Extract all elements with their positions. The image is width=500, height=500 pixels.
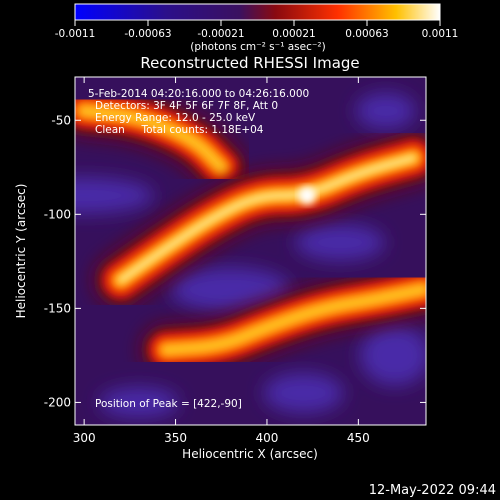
y-tick-label: -150: [44, 301, 71, 315]
emission-ridge: [93, 130, 426, 308]
y-tick-label: -50: [51, 113, 71, 127]
y-axis-ticks: -50 -100 -150 -200: [44, 113, 426, 409]
ridge-layer: [160, 283, 426, 356]
colorbar-tick-label: -0.0011: [55, 28, 96, 40]
plot-frame: [74, 76, 427, 426]
ridge-layer: [118, 155, 416, 283]
x-axis-label: Heliocentric X (arcsec): [182, 447, 318, 461]
x-axis-ticks: 300 350 400 450: [73, 77, 370, 445]
x-tick-label: 300: [73, 431, 96, 445]
x-tick-label: 350: [164, 431, 187, 445]
colorbar-ticks: -0.0011 -0.00063 -0.00021 0.00021 0.00063 0.0…: [55, 20, 459, 40]
negative-region: [295, 224, 386, 261]
overlay-line-detectors: Detectors: 3F 4F 5F 6F 7F 8F, Att 0: [95, 100, 278, 112]
chart-title: Reconstructed RHESSI Image: [140, 54, 359, 72]
negative-regions: [75, 92, 426, 418]
overlay-info: 5-Feb-2014 04:20:16.000 to 04:26:16.000 …: [88, 88, 309, 410]
negative-region: [98, 387, 179, 418]
heatmap-image: [75, 77, 426, 425]
colorbar-tick-label: 0.00063: [345, 28, 388, 40]
negative-region: [170, 267, 291, 312]
x-tick-label: 400: [256, 431, 279, 445]
overlay-line-time: 5-Feb-2014 04:20:16.000 to 04:26:16.000: [88, 88, 309, 100]
y-axis-label: Heliocentric Y (arcsec): [14, 184, 28, 319]
overlay-line-energy: Energy Range: 12.0 - 25.0 keV: [95, 112, 256, 124]
negative-region: [75, 177, 155, 214]
colorbar-tick-label: 0.0011: [422, 28, 459, 40]
negative-region: [263, 373, 344, 414]
colorbar: [74, 3, 441, 21]
peak-position-label: Position of Peak = [422,-90]: [95, 398, 242, 410]
colorbar-tick-label: -0.00021: [197, 28, 244, 40]
colorbar-tick-label: 0.00021: [272, 28, 315, 40]
peak-glow: [298, 186, 317, 205]
overlay-line-clean: Clean Total counts: 1.18E+04: [95, 124, 264, 136]
negative-region: [355, 92, 416, 129]
colorbar-unit-label: (photons cm⁻² s⁻¹ asec⁻²): [190, 41, 325, 53]
emission-ridge: [140, 263, 426, 376]
x-tick-label: 450: [347, 431, 370, 445]
footer-timestamp: 12-May-2022 09:44: [369, 483, 496, 498]
y-tick-label: -100: [44, 207, 71, 221]
emission-ridges: [75, 85, 426, 376]
negative-region: [359, 325, 426, 386]
y-tick-label: -200: [44, 395, 71, 409]
colorbar-tick-label: -0.00063: [124, 28, 171, 40]
ridge-layer: [78, 105, 227, 173]
emission-ridge: [75, 85, 247, 193]
